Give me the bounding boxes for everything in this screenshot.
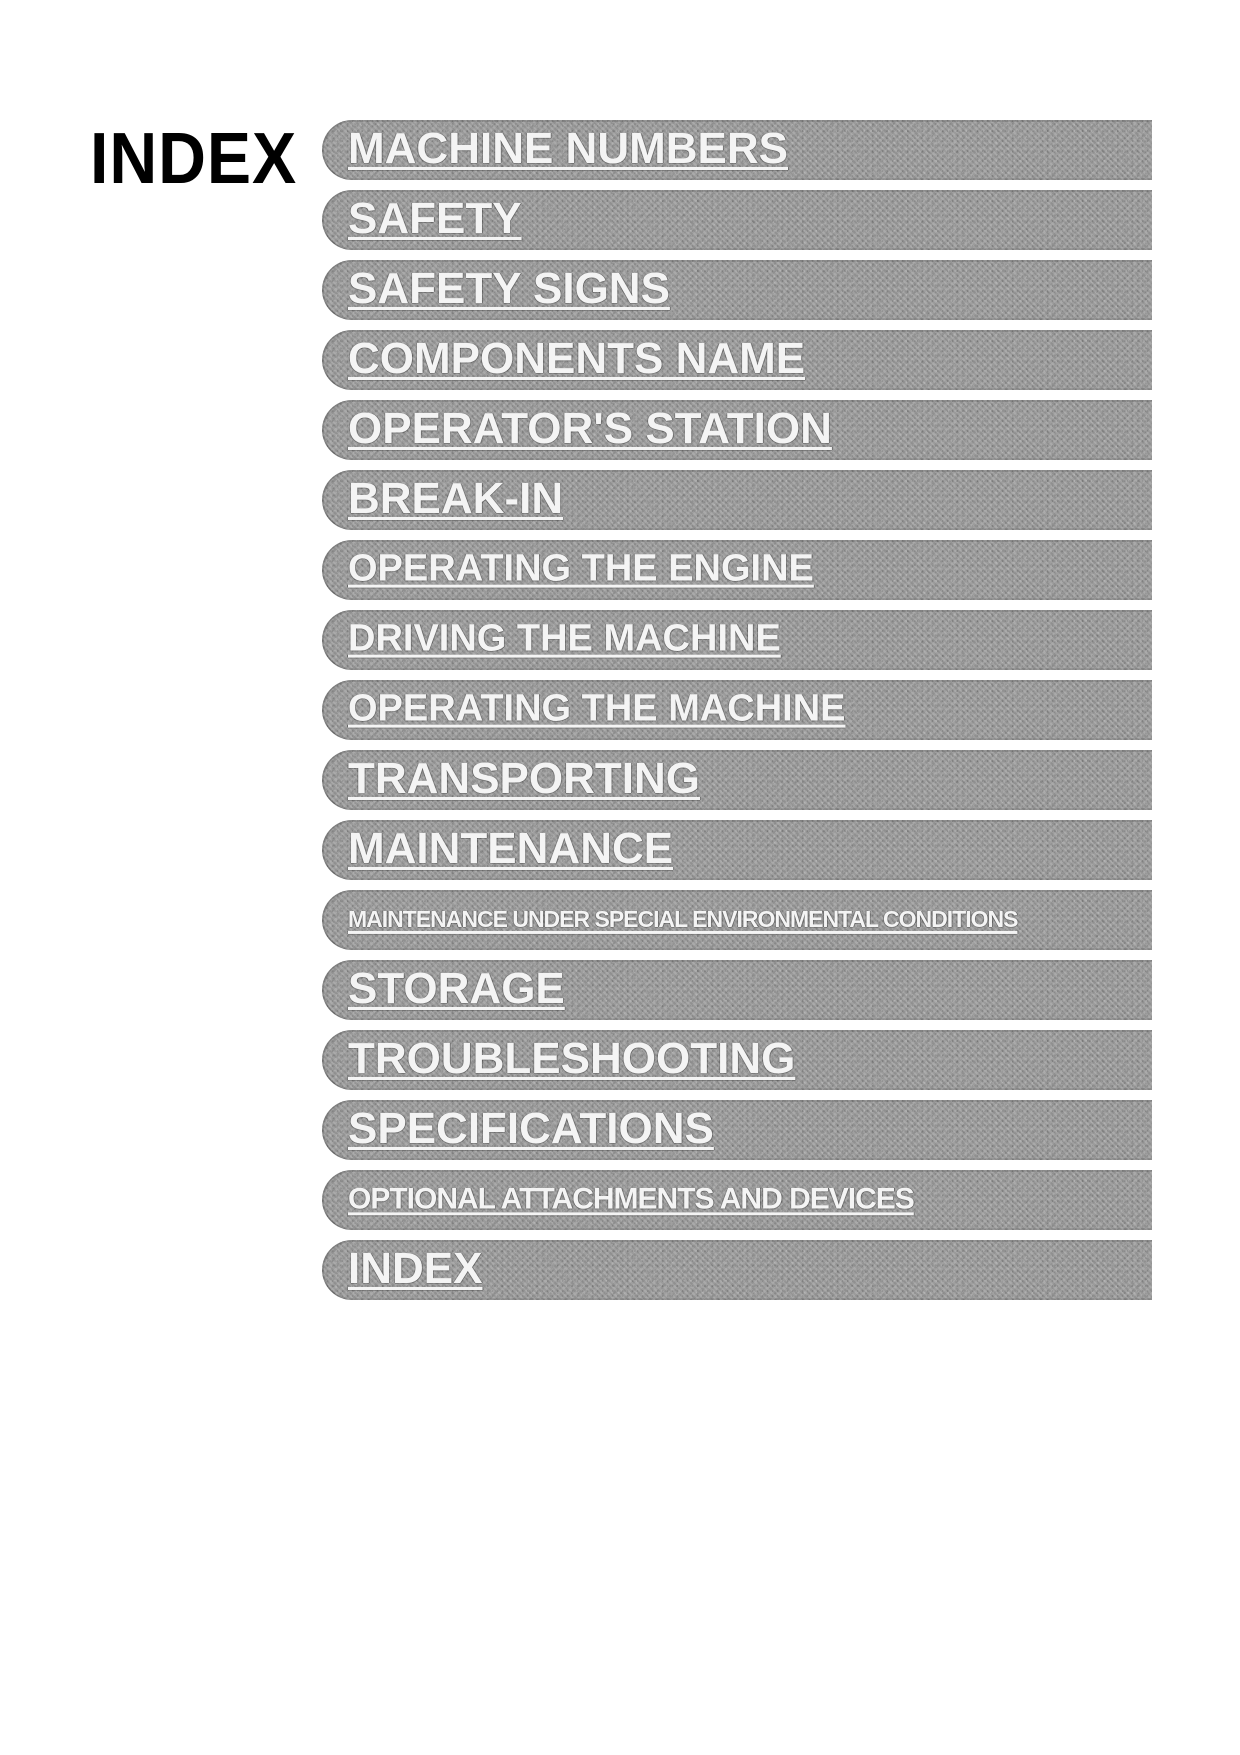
index-tab-label: OPERATING THE MACHINE	[348, 688, 1144, 731]
index-tab-label: SAFETY	[348, 194, 1144, 244]
index-tab[interactable]: OPERATING THE MACHINE	[322, 680, 1152, 740]
index-tab-label: OPERATING THE ENGINE	[348, 548, 1144, 591]
index-tab-label: OPERATOR'S STATION	[348, 404, 1144, 454]
index-tab[interactable]: INDEX	[322, 1240, 1152, 1300]
index-tab-label: SPECIFICATIONS	[348, 1104, 1144, 1154]
index-tab-label: STORAGE	[348, 964, 1144, 1014]
index-tab-label: MACHINE NUMBERS	[348, 124, 1144, 174]
index-tab[interactable]: OPTIONAL ATTACHMENTS AND DEVICES	[322, 1170, 1152, 1230]
index-tab[interactable]: COMPONENTS NAME	[322, 330, 1152, 390]
index-tab-label: OPTIONAL ATTACHMENTS AND DEVICES	[348, 1182, 1144, 1216]
page-root: INDEX MACHINE NUMBERS SAFETY SAFETY SIGNS C…	[0, 0, 1240, 1755]
page-title: INDEX	[90, 118, 297, 200]
index-tab[interactable]: OPERATOR'S STATION	[322, 400, 1152, 460]
index-tab[interactable]: BREAK-IN	[322, 470, 1152, 530]
index-tab[interactable]: STORAGE	[322, 960, 1152, 1020]
index-tab-label: MAINTENANCE UNDER SPECIAL ENVIRONMENTAL …	[348, 906, 1144, 933]
index-tab[interactable]: TRANSPORTING	[322, 750, 1152, 810]
index-tab[interactable]: DRIVING THE MACHINE	[322, 610, 1152, 670]
index-tab-label: TROUBLESHOOTING	[348, 1034, 1144, 1084]
index-tab-label: DRIVING THE MACHINE	[348, 618, 1144, 661]
index-tab[interactable]: MAINTENANCE UNDER SPECIAL ENVIRONMENTAL …	[322, 890, 1152, 950]
index-tab-label: COMPONENTS NAME	[348, 334, 1144, 384]
index-tab[interactable]: SPECIFICATIONS	[322, 1100, 1152, 1160]
index-tab[interactable]: SAFETY SIGNS	[322, 260, 1152, 320]
index-tab[interactable]: MACHINE NUMBERS	[322, 120, 1152, 180]
index-tab-label: SAFETY SIGNS	[348, 264, 1144, 314]
index-tab[interactable]: MAINTENANCE	[322, 820, 1152, 880]
index-tab[interactable]: TROUBLESHOOTING	[322, 1030, 1152, 1090]
index-tab[interactable]: OPERATING THE ENGINE	[322, 540, 1152, 600]
index-tab-label: TRANSPORTING	[348, 754, 1144, 804]
index-tab-stack: MACHINE NUMBERS SAFETY SAFETY SIGNS COMPONE…	[322, 120, 1152, 1300]
index-tab-label: INDEX	[348, 1244, 1144, 1294]
index-tab-label: MAINTENANCE	[348, 824, 1144, 874]
index-tab-label: BREAK-IN	[348, 474, 1144, 524]
index-tab[interactable]: SAFETY	[322, 190, 1152, 250]
